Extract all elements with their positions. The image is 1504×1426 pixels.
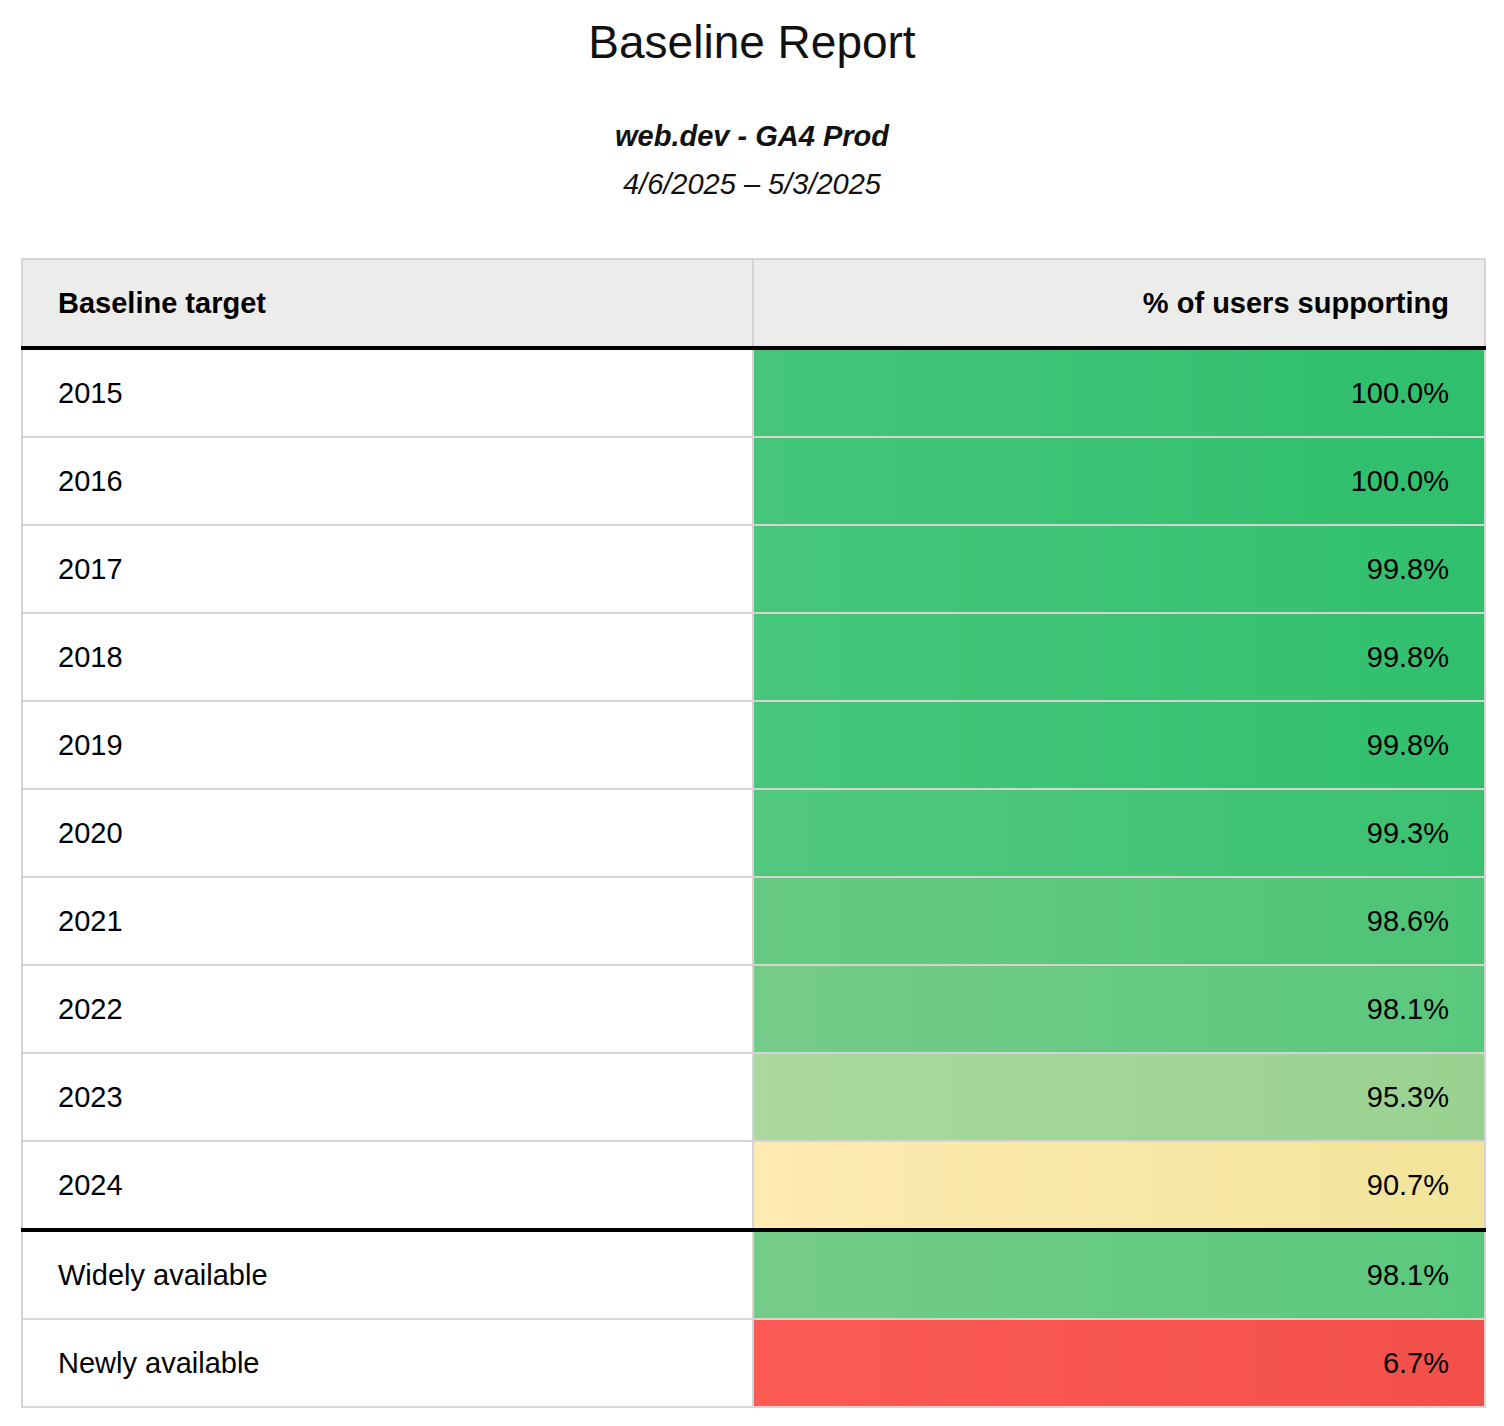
table-body: 2015100.0%2016100.0%201799.8%201899.8%20… [22, 348, 1485, 1407]
percent-supporting-cell: 99.8% [753, 525, 1485, 613]
percent-supporting-cell: 98.1% [753, 1230, 1485, 1319]
report-subtitle: web.dev - GA4 Prod [0, 118, 1504, 154]
table-row: 2015100.0% [22, 348, 1485, 437]
baseline-report-page: Baseline Report web.dev - GA4 Prod 4/6/2… [0, 0, 1504, 1426]
column-header-percent-supporting: % of users supporting [753, 259, 1485, 348]
baseline-target-cell: 2017 [22, 525, 753, 613]
column-header-baseline-target: Baseline target [22, 259, 753, 348]
baseline-target-cell: 2023 [22, 1053, 753, 1141]
percent-supporting-cell: 98.1% [753, 965, 1485, 1053]
percent-supporting-cell: 99.8% [753, 613, 1485, 701]
baseline-table: Baseline target % of users supporting 20… [21, 258, 1486, 1408]
baseline-target-cell: 2016 [22, 437, 753, 525]
baseline-target-cell: 2019 [22, 701, 753, 789]
table-row: 201799.8% [22, 525, 1485, 613]
baseline-target-cell: 2024 [22, 1141, 753, 1230]
percent-supporting-cell: 90.7% [753, 1141, 1485, 1230]
table-row: 202490.7% [22, 1141, 1485, 1230]
table-row: 202099.3% [22, 789, 1485, 877]
table-row: 202298.1% [22, 965, 1485, 1053]
percent-supporting-cell: 100.0% [753, 437, 1485, 525]
report-date-range: 4/6/2025 – 5/3/2025 [0, 166, 1504, 202]
baseline-target-cell: 2015 [22, 348, 753, 437]
percent-supporting-cell: 6.7% [753, 1319, 1485, 1407]
baseline-target-cell: 2018 [22, 613, 753, 701]
table-row: 201899.8% [22, 613, 1485, 701]
page-title: Baseline Report [0, 0, 1504, 70]
table-row: 202395.3% [22, 1053, 1485, 1141]
table-row: 201999.8% [22, 701, 1485, 789]
table-row: Widely available98.1% [22, 1230, 1485, 1319]
baseline-target-cell: Newly available [22, 1319, 753, 1407]
table-row: 2016100.0% [22, 437, 1485, 525]
baseline-target-cell: 2022 [22, 965, 753, 1053]
table-header-row: Baseline target % of users supporting [22, 259, 1485, 348]
baseline-target-cell: 2020 [22, 789, 753, 877]
percent-supporting-cell: 98.6% [753, 877, 1485, 965]
table-row: Newly available6.7% [22, 1319, 1485, 1407]
baseline-target-cell: 2021 [22, 877, 753, 965]
percent-supporting-cell: 99.8% [753, 701, 1485, 789]
percent-supporting-cell: 100.0% [753, 348, 1485, 437]
baseline-target-cell: Widely available [22, 1230, 753, 1319]
percent-supporting-cell: 95.3% [753, 1053, 1485, 1141]
percent-supporting-cell: 99.3% [753, 789, 1485, 877]
table-row: 202198.6% [22, 877, 1485, 965]
